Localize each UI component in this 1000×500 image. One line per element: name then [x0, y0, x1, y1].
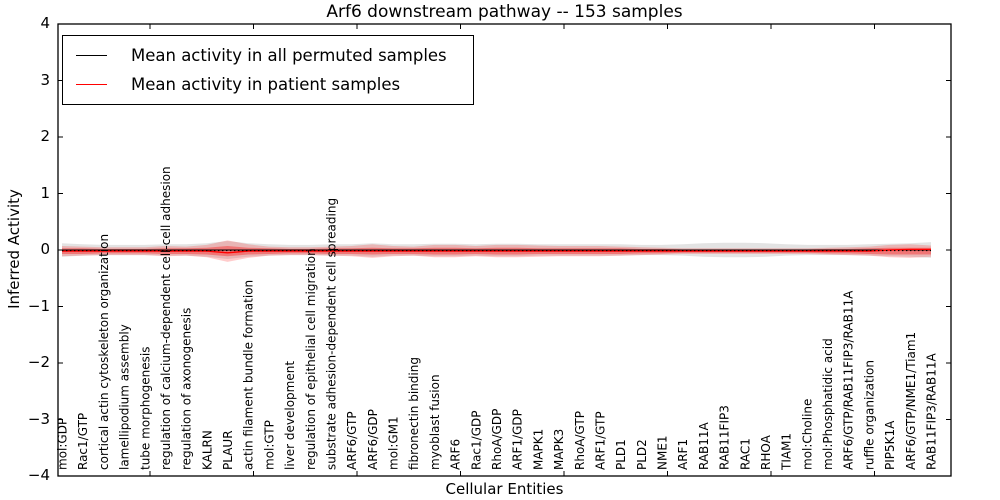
x-category-label: ARF6/GTP/RAB11FIP3/RAB11A [842, 290, 856, 470]
y-tick-label: 2 [40, 127, 50, 145]
x-category-label: RHOA [759, 434, 773, 470]
y-tick-label: 4 [40, 14, 50, 32]
x-category-label: MAPK3 [552, 429, 566, 470]
x-category-label: myoblast fusion [428, 374, 442, 470]
x-category-label: PLD2 [635, 439, 649, 470]
x-category-label: ruffle organization [862, 360, 876, 470]
x-category-label: RAC1 [738, 438, 752, 470]
x-category-label: KALRN [200, 430, 214, 470]
x-category-label: PLD1 [614, 439, 628, 470]
x-category-label: ARF6/GDP [366, 409, 380, 470]
x-category-label: liver development [283, 361, 297, 470]
legend: Mean activity in all permuted samples Me… [62, 35, 474, 105]
x-category-label: regulation of axonogenesis [180, 308, 194, 470]
legend-item-permuted: Mean activity in all permuted samples [76, 41, 447, 70]
x-category-label: mol:Choline [800, 399, 814, 470]
x-category-label: ARF6/GTP [345, 411, 359, 470]
y-tick-label: 0 [40, 240, 50, 258]
x-category-label: actin filament bundle formation [242, 280, 256, 470]
x-category-label: ARF6/GTP/NME1/Tiam1 [904, 332, 918, 470]
legend-item-patient: Mean activity in patient samples [76, 70, 447, 99]
x-category-label: regulation of calcium-dependent cell-cel… [159, 166, 173, 470]
x-category-label: NME1 [656, 435, 670, 470]
y-tick-label: 1 [40, 184, 50, 202]
y-tick-label: 3 [40, 71, 50, 89]
y-tick-label: −2 [27, 353, 50, 371]
y-tick-label: −1 [27, 297, 50, 315]
x-category-label: mol:GTP [262, 420, 276, 470]
x-category-label: ARF6 [449, 439, 463, 470]
x-category-label: RhoA/GTP [573, 411, 587, 470]
legend-label-permuted: Mean activity in all permuted samples [131, 46, 447, 65]
x-category-label: ARF1/GTP [594, 411, 608, 470]
x-category-label: MAPK1 [531, 429, 545, 470]
x-category-label: RAB11A [697, 421, 711, 470]
x-category-label: Rac1/GTP [76, 413, 90, 470]
x-category-label: cortical actin cytoskeleton organization [97, 234, 111, 470]
y-tick-label: −3 [27, 410, 50, 428]
x-category-label: regulation of epithelial cell migration [304, 248, 318, 470]
x-category-label: RAB11FIP3 [718, 405, 732, 470]
x-category-label: PIP5K1A [883, 420, 897, 470]
legend-label-patient: Mean activity in patient samples [131, 75, 401, 94]
x-category-label: Rac1/GDP [469, 411, 483, 470]
x-category-label: substrate adhesion-dependent cell spread… [325, 198, 339, 470]
x-category-label: RhoA/GDP [490, 409, 504, 470]
x-category-label: mol:GM1 [387, 416, 401, 470]
x-category-label: ARF1 [676, 439, 690, 470]
x-category-label: tube morphogenesis [138, 347, 152, 470]
x-axis-label: Cellular Entities [445, 480, 564, 498]
x-category-label: fibronectin binding [407, 357, 421, 470]
y-tick-label: −4 [27, 466, 50, 484]
x-category-label: PLAUR [221, 430, 235, 470]
chart-title: Arf6 downstream pathway -- 153 samples [326, 2, 683, 22]
x-category-label: lamellipodium assembly [118, 324, 132, 470]
x-category-label: mol:Phosphatidic acid [821, 338, 835, 470]
x-category-label: RAB11FIP3/RAB11A [925, 353, 939, 470]
legend-line-red-icon [76, 84, 107, 85]
x-category-label: ARF1/GDP [511, 409, 525, 470]
x-category-label: mol:GDP [56, 418, 70, 470]
x-category-label: TIAM1 [780, 433, 794, 471]
legend-line-black-icon [76, 55, 107, 56]
